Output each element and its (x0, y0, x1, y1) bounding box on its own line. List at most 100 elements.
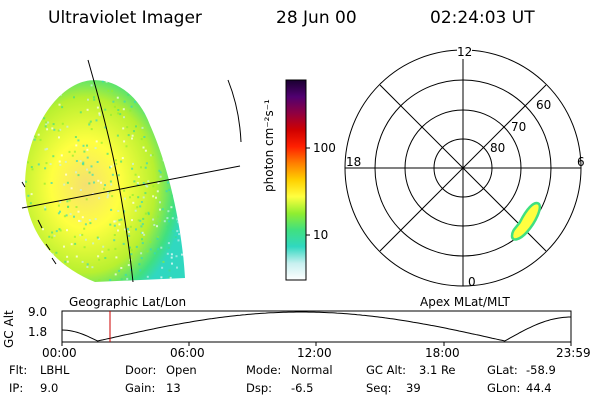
emission-speckle (60, 154, 63, 157)
emission-speckle (58, 160, 61, 163)
emission-speckle (183, 122, 185, 125)
emission-speckle (137, 219, 140, 222)
emission-speckle (107, 194, 110, 197)
emission-speckle (180, 92, 183, 95)
emission-speckle (43, 182, 46, 185)
gcalt-value: 3.1 Re (419, 363, 456, 377)
emission-speckle (117, 112, 120, 115)
emission-speckle (163, 102, 166, 105)
graticule-dashes (21, 181, 57, 265)
emission-speckle (61, 273, 64, 276)
emission-speckle (55, 230, 58, 233)
emission-speckle (169, 135, 172, 138)
emission-speckle (166, 225, 169, 228)
emission-speckle (66, 125, 69, 128)
emission-speckle (169, 107, 172, 110)
emission-speckle (103, 187, 106, 190)
emission-speckle (187, 246, 189, 248)
emission-speckle (141, 126, 144, 129)
parallel-line (21, 165, 241, 209)
x-tick-label-0600: 06:00 (170, 346, 205, 360)
gcalt-label: GC Alt: (366, 363, 407, 377)
emission-speckle (96, 106, 99, 109)
emission-speckle (58, 136, 60, 139)
emission-speckle (67, 270, 70, 273)
emission-speckle (39, 92, 42, 94)
door-value: Open (166, 363, 197, 377)
observation-date: 28 Jun 00 (276, 8, 357, 28)
emission-speckle (149, 248, 152, 251)
emission-speckle (79, 220, 82, 223)
emission-speckle (109, 180, 112, 183)
emission-speckle (171, 262, 173, 265)
emission-speckle (171, 112, 174, 115)
emission-speckle (88, 122, 91, 125)
emission-speckle (64, 160, 67, 163)
emission-speckle (123, 189, 126, 192)
emission-speckle (126, 126, 129, 129)
emission-speckle (111, 195, 114, 198)
dsp-label: Dsp: (246, 381, 273, 395)
emission-speckle (147, 213, 150, 216)
emission-speckle (154, 120, 157, 123)
emission-speckle (161, 88, 164, 91)
emission-speckle (169, 102, 172, 105)
emission-speckle (186, 143, 188, 145)
mode-value: Normal (291, 363, 333, 377)
emission-speckle (26, 88, 28, 91)
glon-value: 44.4 (526, 381, 552, 395)
emission-speckle (167, 242, 170, 245)
emission-speckle (53, 234, 56, 237)
emission-speckle (94, 218, 97, 221)
emission-speckle (179, 196, 182, 199)
emission-speckle (109, 166, 111, 169)
emission-speckle (181, 178, 184, 181)
emission-speckle (166, 252, 169, 255)
emission-speckle (58, 86, 61, 89)
y-tick-1-8: 1.8 (28, 325, 48, 339)
emission-speckle (145, 162, 148, 165)
emission-speckle (179, 221, 182, 224)
emission-speckle (73, 215, 75, 218)
emission-speckle (81, 216, 84, 219)
emission-speckle (144, 149, 147, 152)
emission-speckle (33, 135, 36, 137)
emission-speckle (25, 268, 27, 271)
emission-speckle (48, 235, 51, 238)
emission-speckle (168, 188, 171, 191)
emission-speckle (64, 276, 67, 279)
emission-speckle (144, 212, 147, 215)
emission-speckle (189, 95, 191, 97)
emission-speckle (127, 134, 130, 137)
emission-speckle (182, 100, 185, 103)
x-tick-label-2359: 23:59 (556, 346, 591, 360)
emission-speckle (117, 210, 120, 212)
emission-speckle (100, 141, 103, 144)
emission-speckle (113, 224, 116, 227)
emission-speckle (120, 278, 123, 281)
emission-speckle (189, 119, 191, 121)
emission-speckle (59, 229, 62, 232)
glat-label: GLat: (487, 363, 518, 377)
emission-speckle (102, 245, 105, 248)
emission-speckle (92, 282, 95, 283)
emission-speckle (134, 209, 137, 212)
emission-speckle (158, 169, 161, 172)
emission-speckle (176, 218, 179, 221)
emission-speckle (177, 221, 180, 224)
colorbar-label-100: 100 (313, 141, 336, 155)
emission-speckle (154, 92, 156, 95)
emission-speckle (170, 206, 173, 209)
emission-speckle (86, 144, 88, 147)
emission-speckle (39, 102, 42, 105)
emission-speckle (93, 98, 96, 101)
emission-speckle (104, 184, 106, 187)
emission-speckle (180, 231, 183, 233)
emission-speckle (66, 229, 68, 232)
altitude-curve (61, 311, 571, 342)
emission-speckle (58, 91, 61, 94)
emission-speckle (107, 191, 109, 194)
emission-speckle (146, 185, 149, 188)
emission-speckle (110, 283, 112, 285)
emission-speckle (161, 266, 164, 269)
